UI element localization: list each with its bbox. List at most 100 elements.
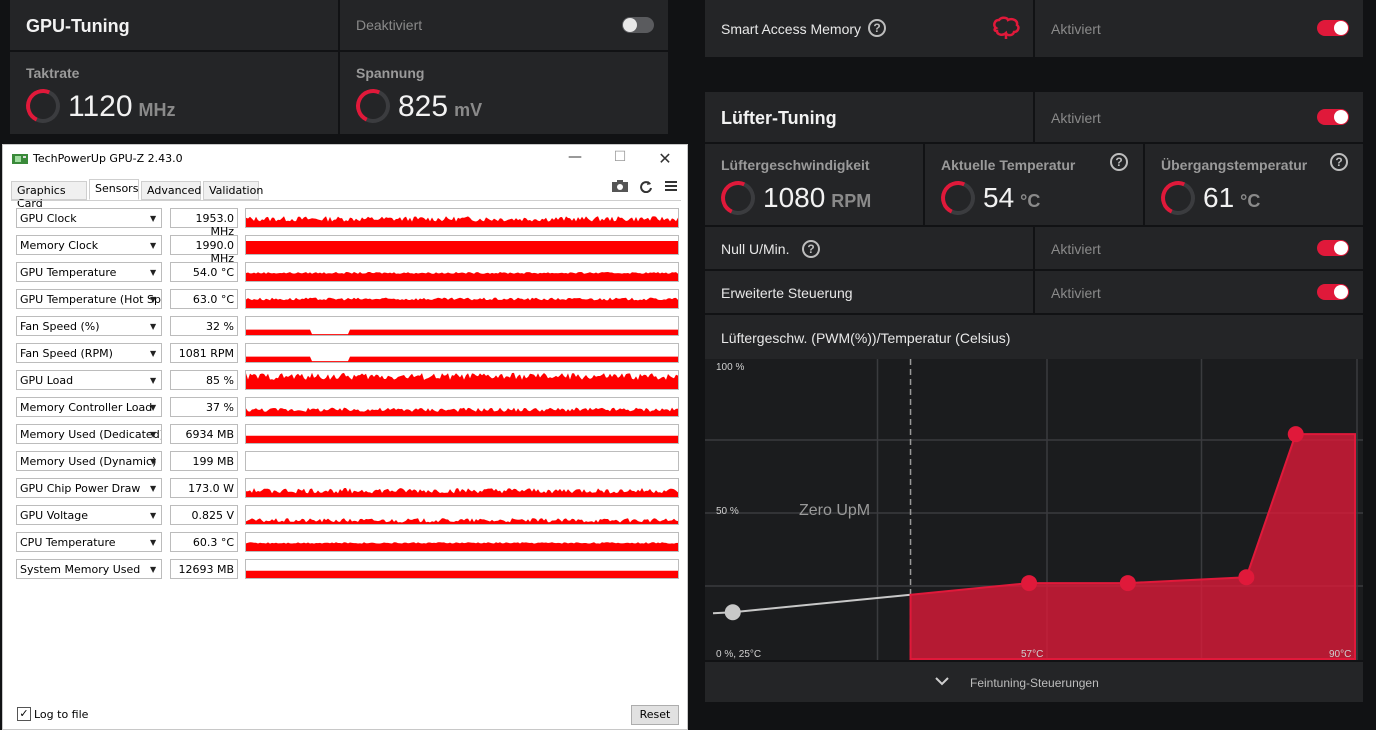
- help-icon[interactable]: ?: [1110, 153, 1128, 171]
- tab-validation[interactable]: Validation: [203, 181, 263, 200]
- toggle-knob: [1334, 285, 1348, 299]
- sensor-graph: [245, 235, 679, 255]
- clock-label: Taktrate: [26, 65, 80, 81]
- clock-card: Taktrate 1120 MHz: [10, 52, 338, 134]
- y-tick-100: 100 %: [716, 362, 745, 373]
- sensor-value: 12693 MB: [170, 559, 238, 579]
- advanced-control-toggle[interactable]: [1317, 284, 1349, 300]
- fan-tuning-toggle[interactable]: [1317, 109, 1349, 125]
- junction-label: Übergangstemperatur: [1161, 157, 1308, 173]
- sensor-graph-svg: [246, 435, 678, 443]
- sensor-name-select[interactable]: GPU Temperature (Hot Spot) ▼: [16, 289, 162, 309]
- dropdown-arrow-icon: ▼: [150, 214, 157, 223]
- fan-curve-chart[interactable]: 100 % 50 % 0 %, 25°C 57°C 90°C Zero UpM: [705, 359, 1363, 660]
- log-to-file-checkbox[interactable]: ✓: [17, 707, 31, 721]
- gpuz-titlebar[interactable]: TechPowerUp GPU-Z 2.43.0 — ☐ ✕: [3, 145, 687, 173]
- junction-gauge-icon: [1156, 176, 1200, 220]
- toggle-knob: [1334, 110, 1348, 124]
- sensor-name-select[interactable]: CPU Temperature ▼: [16, 532, 162, 552]
- sensor-graph-svg: [246, 297, 678, 308]
- tab-sensors[interactable]: Sensors: [89, 179, 139, 200]
- advanced-control-state: Aktiviert: [1051, 285, 1101, 301]
- sam-toggle[interactable]: [1317, 20, 1349, 36]
- help-icon[interactable]: ?: [1330, 153, 1348, 171]
- sensor-graph-svg: [246, 570, 678, 578]
- zero-rpm-zone-label: Zero UpM: [799, 502, 871, 519]
- fan-curve-svg[interactable]: [705, 359, 1363, 660]
- sensor-row: Memory Used (Dynamic) ▼ 199 MB: [16, 451, 679, 471]
- sensor-name: Memory Used (Dedicated): [20, 428, 162, 441]
- sensor-graph-area: [246, 372, 678, 389]
- fine-tune-bar[interactable]: Feintuning-Steuerungen: [705, 662, 1363, 702]
- junction-value-wrap: 61 °C: [1203, 182, 1260, 214]
- gpu-tuning-toggle[interactable]: [622, 17, 654, 33]
- sensor-name-select[interactable]: Memory Clock ▼: [16, 235, 162, 255]
- close-icon[interactable]: ✕: [658, 149, 672, 168]
- temp-unit: °C: [1020, 191, 1041, 211]
- sensor-graph-svg: [246, 241, 678, 254]
- sensor-name-select[interactable]: GPU Temperature ▼: [16, 262, 162, 282]
- sensor-value: 199 MB: [170, 451, 238, 471]
- menu-icon[interactable]: [664, 179, 678, 193]
- sensor-graph-area: [246, 241, 678, 254]
- sensor-name-select[interactable]: GPU Chip Power Draw ▼: [16, 478, 162, 498]
- sensor-name-select[interactable]: Memory Used (Dynamic) ▼: [16, 451, 162, 471]
- sensor-name: CPU Temperature: [20, 536, 116, 549]
- sensor-name-select[interactable]: GPU Clock ▼: [16, 208, 162, 228]
- dropdown-arrow-icon: ▼: [150, 565, 157, 574]
- sensor-graph-svg: [246, 518, 678, 524]
- gpu-tuning-header: GPU-Tuning: [10, 0, 338, 50]
- sensor-row: GPU Load ▼ 85 %: [16, 370, 679, 390]
- sensor-row: Memory Used (Dedicated) ▼ 6934 MB: [16, 424, 679, 444]
- active-curve-area: [909, 433, 1356, 660]
- voltage-gauge-icon: [351, 84, 395, 128]
- gpu-tuning-toggle-row: Deaktiviert: [340, 0, 668, 50]
- tab-graphics-card[interactable]: Graphics Card: [11, 181, 87, 210]
- sensor-graph-area: [246, 407, 678, 416]
- sensor-name-select[interactable]: GPU Voltage ▼: [16, 505, 162, 525]
- sensor-value: 60.3 °C: [170, 532, 238, 552]
- sensor-name-select[interactable]: Fan Speed (%) ▼: [16, 316, 162, 336]
- help-icon[interactable]: ?: [868, 19, 886, 37]
- sensor-graph-svg: [246, 272, 678, 281]
- sensor-name-select[interactable]: Memory Controller Load ▼: [16, 397, 162, 417]
- dropdown-arrow-icon: ▼: [150, 295, 157, 304]
- sensor-value: 1081 RPM: [170, 343, 238, 363]
- sensor-row: GPU Temperature (Hot Spot) ▼ 63.0 °C: [16, 289, 679, 309]
- chevron-down-icon: [935, 677, 949, 686]
- sensor-name: Memory Used (Dynamic): [20, 455, 157, 468]
- sensor-row: Memory Controller Load ▼ 37 %: [16, 397, 679, 417]
- sensor-graph: [245, 370, 679, 390]
- dropdown-arrow-icon: ▼: [150, 457, 157, 466]
- camera-icon[interactable]: [611, 179, 629, 193]
- junction-card: Übergangstemperatur ? 61 °C: [1145, 144, 1363, 225]
- tab-advanced[interactable]: Advanced: [141, 181, 201, 200]
- zero-rpm-label: Null U/Min.: [721, 241, 790, 257]
- sensor-name-select[interactable]: Memory Used (Dedicated) ▼: [16, 424, 162, 444]
- refresh-icon[interactable]: [639, 179, 653, 193]
- zero-rpm-toggle[interactable]: [1317, 240, 1349, 256]
- sensor-name: GPU Temperature: [20, 266, 117, 279]
- sensor-row: CPU Temperature ▼ 60.3 °C: [16, 532, 679, 552]
- sensor-name: GPU Voltage: [20, 509, 88, 522]
- sensor-graph: [245, 289, 679, 309]
- sensor-value: 37 %: [170, 397, 238, 417]
- sam-label: Smart Access Memory: [721, 21, 862, 37]
- fan-speed-value-wrap: 1080 RPM: [763, 182, 871, 214]
- sensor-name: Memory Clock: [20, 239, 99, 252]
- curve-point-disabled: [724, 604, 741, 621]
- advanced-control-label: Erweiterte Steuerung: [721, 285, 853, 301]
- sensor-graph: [245, 208, 679, 228]
- minimize-icon[interactable]: —: [568, 149, 582, 165]
- fan-speed-label: Lüftergeschwindigkeit: [721, 157, 870, 173]
- sensor-name-select[interactable]: System Memory Used ▼: [16, 559, 162, 579]
- sensor-row: GPU Chip Power Draw ▼ 173.0 W: [16, 478, 679, 498]
- reset-button[interactable]: Reset: [631, 705, 679, 725]
- help-icon[interactable]: ?: [802, 240, 820, 258]
- maximize-icon[interactable]: ☐: [613, 149, 627, 165]
- sensor-name: GPU Temperature (Hot Spot): [20, 293, 162, 306]
- sensor-graph-area: [246, 518, 678, 524]
- sensor-name-select[interactable]: Fan Speed (RPM) ▼: [16, 343, 162, 363]
- sensor-name-select[interactable]: GPU Load ▼: [16, 370, 162, 390]
- sam-label-cell: Smart Access Memory ?: [705, 0, 1033, 57]
